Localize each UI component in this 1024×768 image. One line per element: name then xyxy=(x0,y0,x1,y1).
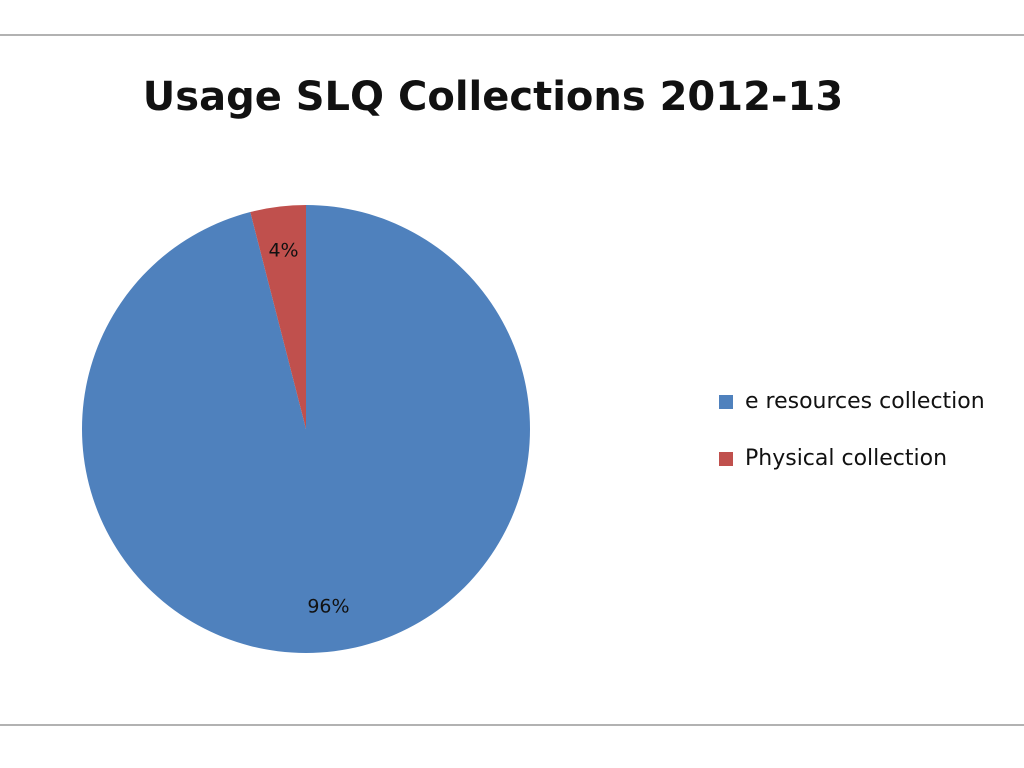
legend-swatch xyxy=(719,395,733,409)
legend-label: Physical collection xyxy=(745,446,947,471)
data-label: 96% xyxy=(307,595,349,617)
chart-title: Usage SLQ Collections 2012-13 xyxy=(143,74,843,120)
legend-swatch xyxy=(719,452,733,466)
data-label: 4% xyxy=(268,240,298,262)
legend-label: e resources collection xyxy=(745,389,985,414)
pie-slice xyxy=(81,205,531,654)
pie-slice xyxy=(250,205,306,429)
